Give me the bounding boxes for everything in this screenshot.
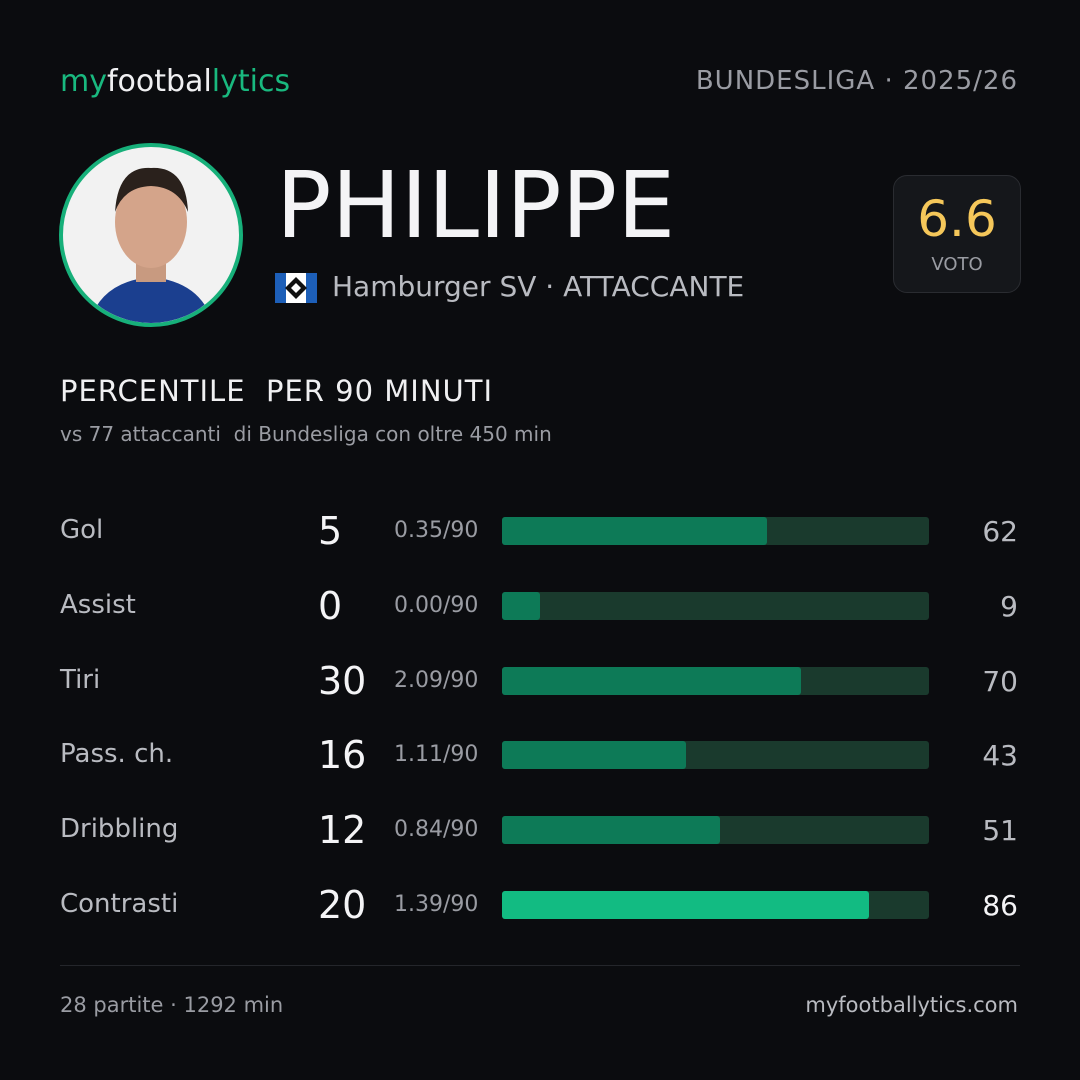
brand: myfootballytics — [60, 64, 290, 99]
stat-per90: 2.09/90 — [394, 667, 479, 693]
team-position: Hamburger SV · ATTACCANTE — [332, 270, 745, 303]
brand-part: footbal — [106, 64, 212, 99]
stat-total: 12 — [318, 808, 367, 853]
percentile-value: 43 — [982, 739, 1018, 773]
section-subtitle: vs 77 attaccanti di Bundesliga con oltre… — [60, 422, 552, 446]
stat-label: Tiri — [60, 664, 101, 695]
percentile-value: 86 — [982, 889, 1018, 922]
percentile-bar — [502, 741, 686, 770]
rating: 6.6 — [917, 190, 997, 248]
percentile-bar — [502, 666, 801, 695]
stat-total: 20 — [318, 883, 367, 927]
player-name: PHILIPPE — [276, 152, 676, 259]
stat-per90: 1.39/90 — [394, 892, 479, 917]
brand-part: my — [60, 64, 107, 99]
stat-label: Assist — [60, 589, 136, 620]
rating-label: VOTO — [931, 254, 983, 275]
stat-total: 30 — [318, 658, 367, 703]
percentile-bar — [502, 517, 767, 545]
percentile-value: 9 — [1000, 589, 1018, 623]
percentile-bar — [502, 591, 541, 620]
stat-total: 16 — [318, 733, 367, 778]
percentile-value: 70 — [982, 664, 1018, 698]
section-title: PERCENTILE PER 90 MINUTI — [60, 374, 494, 408]
stat-label: Contrasti — [60, 889, 179, 919]
team-flag — [275, 273, 317, 303]
footer-right: myfootballytics.com — [805, 993, 1018, 1017]
league: BUNDESLIGA · 2025/26 — [695, 66, 1018, 96]
footer-left: 28 partite · 1292 min — [60, 993, 284, 1017]
divider — [60, 965, 1020, 966]
percentile-bar — [502, 816, 720, 845]
stat-per90: 0.84/90 — [394, 817, 479, 843]
rating-box: 6.6 VOTO — [893, 175, 1021, 293]
bar-track — [502, 591, 929, 620]
percentile-bar — [502, 891, 870, 919]
stat-label: Dribbling — [60, 814, 179, 845]
stat-total: 0 — [318, 583, 343, 628]
percentile-value: 62 — [982, 515, 1018, 548]
stat-per90: 0.35/90 — [394, 518, 479, 543]
player-photo — [59, 143, 243, 327]
stat-label: Pass. ch. — [60, 739, 174, 770]
percentile-value: 51 — [982, 814, 1018, 848]
brand-part: lytics — [211, 64, 291, 99]
stat-total: 5 — [318, 509, 343, 553]
stat-label: Gol — [60, 515, 104, 545]
stat-per90: 0.00/90 — [394, 592, 479, 618]
stat-per90: 1.11/90 — [394, 742, 479, 768]
